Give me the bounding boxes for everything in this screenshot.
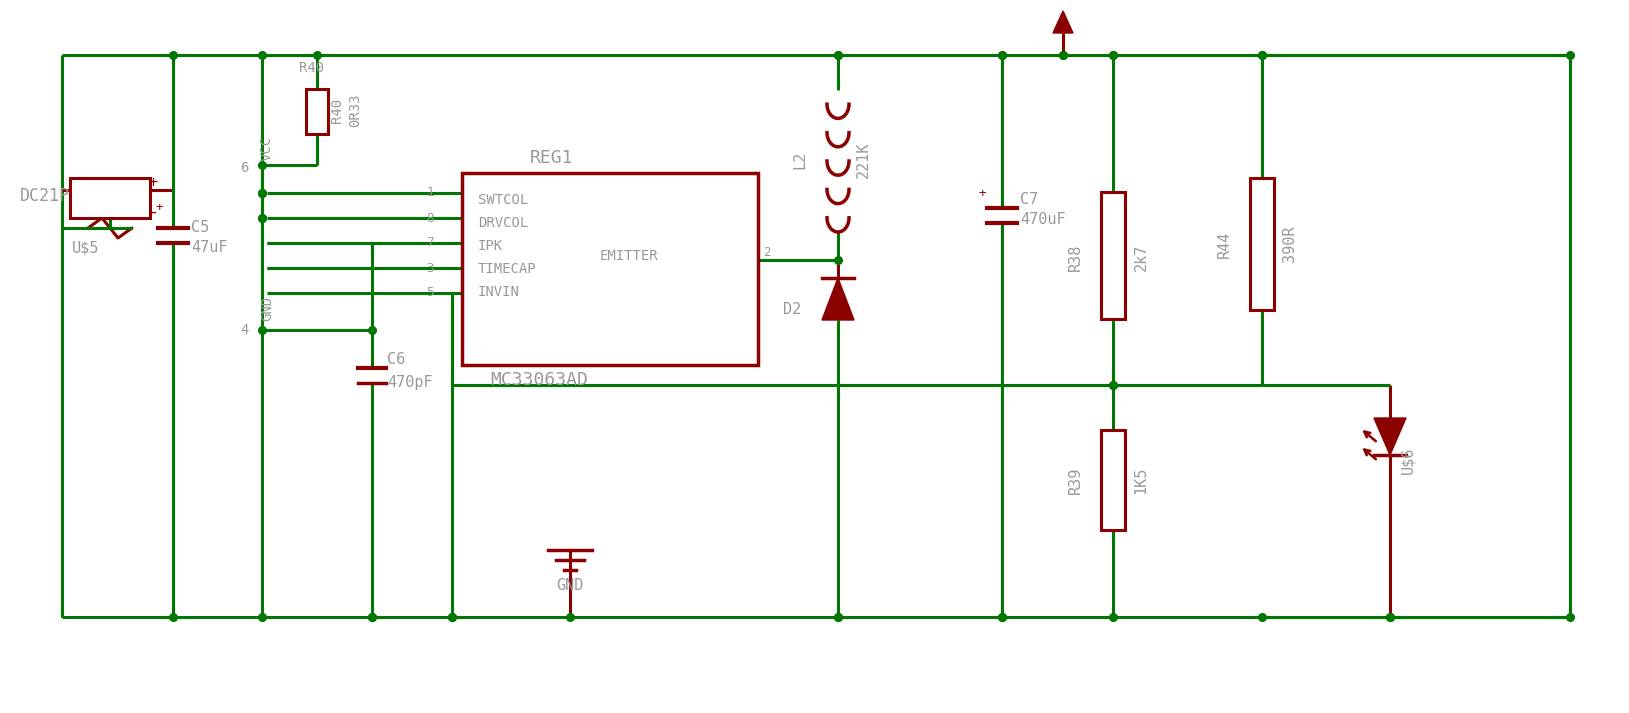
Text: 3: 3 — [427, 262, 433, 275]
Bar — [1249, 178, 1274, 310]
Text: 8: 8 — [427, 212, 433, 225]
Text: 2k7: 2k7 — [1134, 243, 1148, 271]
Text: EMITTER: EMITTER — [599, 249, 658, 263]
Text: U$6: U$6 — [1401, 446, 1416, 473]
Text: +: + — [148, 175, 156, 190]
Text: TIMECAP: TIMECAP — [477, 262, 536, 276]
Text: R39: R39 — [1067, 466, 1083, 493]
Text: L2: L2 — [792, 151, 808, 169]
Text: R40: R40 — [300, 61, 324, 75]
Text: 1K5: 1K5 — [1134, 466, 1148, 493]
Text: 2: 2 — [762, 245, 771, 259]
Text: DRVCOL: DRVCOL — [477, 216, 528, 230]
Text: REG1: REG1 — [529, 149, 573, 167]
Polygon shape — [823, 278, 854, 320]
Text: 7: 7 — [427, 237, 433, 250]
Bar — [1101, 430, 1126, 530]
Text: 221K: 221K — [855, 142, 870, 178]
Text: +3V3: +3V3 — [1044, 0, 1082, 3]
Text: C6: C6 — [388, 352, 406, 367]
Bar — [306, 89, 327, 134]
Text: SWTCOL: SWTCOL — [477, 193, 528, 207]
Text: +: + — [155, 202, 163, 215]
Polygon shape — [1052, 11, 1074, 33]
Text: MC33063AD: MC33063AD — [490, 371, 588, 389]
Bar — [70, 178, 150, 218]
Bar — [463, 173, 757, 365]
Text: R44: R44 — [1217, 230, 1232, 257]
Text: 4: 4 — [239, 323, 248, 337]
Text: VCC: VCC — [261, 135, 274, 160]
Text: GND: GND — [261, 295, 274, 321]
Text: U$5: U$5 — [72, 240, 99, 255]
Text: INVIN: INVIN — [477, 285, 520, 299]
Text: -: - — [148, 203, 158, 221]
Text: 470uF: 470uF — [1020, 212, 1065, 227]
Text: 47uF: 47uF — [191, 240, 228, 255]
Text: C5: C5 — [191, 220, 209, 235]
Text: GND: GND — [557, 578, 583, 593]
Text: R38: R38 — [1067, 243, 1083, 271]
Text: DC21P: DC21P — [20, 187, 70, 205]
Text: R40: R40 — [331, 98, 344, 123]
Text: 390R: 390R — [1282, 226, 1298, 262]
Bar — [1101, 192, 1126, 319]
Text: D2: D2 — [784, 302, 801, 317]
Text: IPK: IPK — [477, 239, 503, 253]
Text: 5: 5 — [427, 287, 433, 299]
Text: 1: 1 — [427, 187, 433, 200]
Text: 0R33: 0R33 — [349, 93, 362, 127]
Text: 6: 6 — [239, 161, 248, 175]
Text: C7: C7 — [1020, 193, 1038, 207]
Text: 470pF: 470pF — [388, 376, 433, 391]
Polygon shape — [1373, 418, 1406, 455]
Text: +: + — [979, 187, 986, 200]
